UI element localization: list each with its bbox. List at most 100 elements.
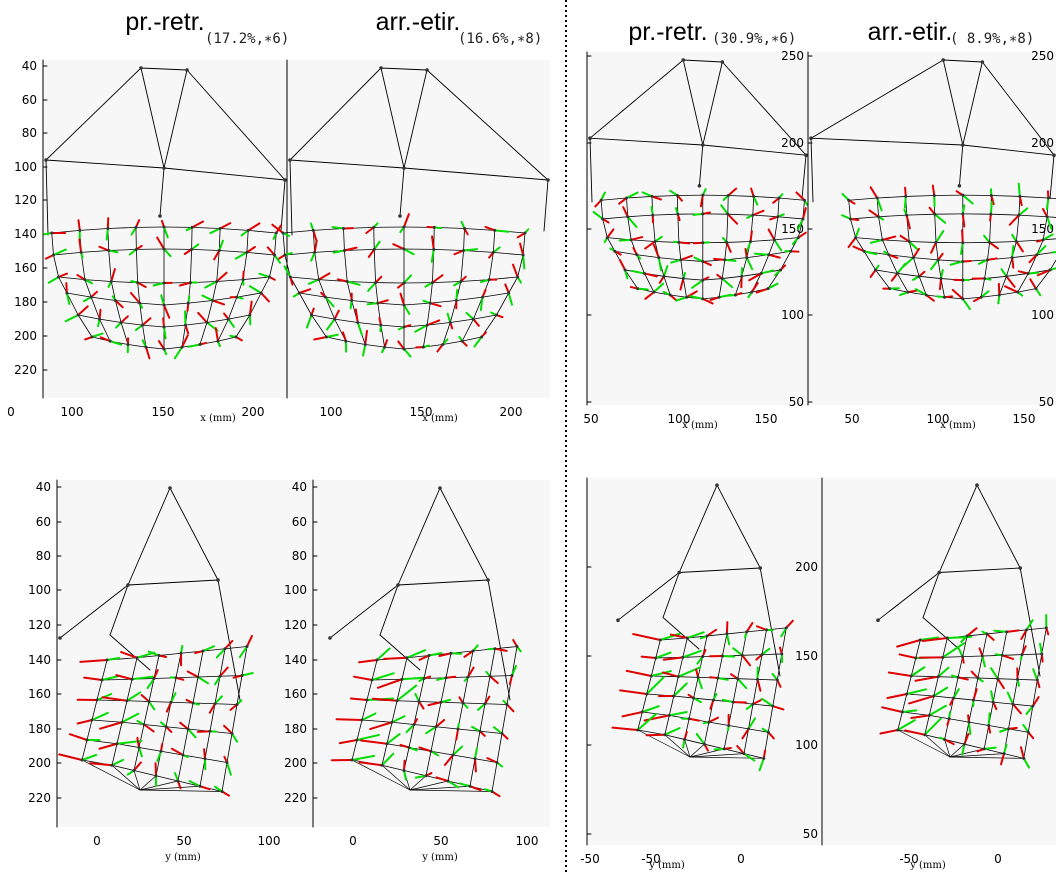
mesh-edge	[1017, 273, 1029, 293]
mesh-edge	[381, 743, 388, 766]
mesh-edge	[589, 59, 684, 139]
displacement-vector	[170, 747, 184, 756]
displacement-vector	[179, 721, 189, 730]
landmark-point	[375, 658, 379, 662]
landmark-point	[432, 225, 436, 229]
mesh-edge	[397, 579, 489, 586]
mesh-edge	[962, 144, 1055, 156]
landmark-point	[162, 281, 166, 285]
mesh-edge	[108, 250, 112, 282]
displacement-vector	[1005, 629, 1020, 633]
landmark-point	[429, 749, 433, 753]
displacement-vector	[474, 747, 478, 760]
displacement-vector	[1035, 245, 1047, 256]
landmark-point	[747, 727, 750, 731]
landmark-point	[51, 253, 55, 257]
panel-title: pr.-retr.	[125, 8, 204, 36]
landmark-point	[722, 747, 726, 751]
mesh-edge	[1008, 703, 1014, 730]
mesh-edge	[680, 259, 704, 262]
displacement-vector	[663, 727, 681, 736]
landmark-point	[478, 729, 482, 733]
mesh-edge	[311, 314, 336, 320]
landmark-point	[162, 347, 166, 351]
displacement-vector	[58, 753, 83, 761]
landmark-point	[58, 636, 62, 640]
displacement-vector	[519, 242, 525, 256]
mesh-edge	[781, 627, 787, 655]
displacement-vector	[312, 229, 318, 243]
y-tick-label: 100	[14, 160, 37, 174]
displacement-vector	[990, 667, 999, 680]
displacement-vector	[619, 259, 627, 271]
landmark-point	[218, 227, 222, 230]
landmark-point	[493, 647, 497, 651]
displacement-vector	[98, 308, 102, 321]
mesh-edge	[1027, 254, 1038, 274]
mesh-edge	[66, 292, 92, 298]
displacement-vector	[697, 676, 703, 690]
mesh-edge	[721, 259, 726, 279]
landmark-point	[623, 268, 627, 272]
displacement-vector	[147, 650, 160, 657]
displacement-vector	[987, 712, 991, 727]
mesh-edge	[962, 296, 982, 300]
displacement-vector	[961, 194, 974, 205]
landmark-point	[933, 212, 937, 216]
mesh-edge	[752, 703, 774, 707]
mesh-edge	[636, 254, 645, 274]
mesh-edge	[810, 59, 944, 139]
mesh-edge	[139, 785, 201, 791]
x-tick-label: -50	[580, 852, 600, 866]
landmark-point	[887, 253, 891, 257]
landmark-point	[936, 675, 940, 679]
displacement-vector	[214, 327, 219, 343]
mesh-edge	[99, 318, 122, 323]
displacement-vector	[619, 689, 648, 695]
displacement-vector	[214, 695, 223, 705]
mesh-edge	[1015, 214, 1020, 242]
displacement-vector	[618, 197, 628, 205]
displacement-vector	[179, 281, 192, 287]
landmark-point	[681, 277, 685, 281]
landmark-point	[613, 249, 617, 253]
mesh-edge	[966, 633, 988, 637]
mesh-edge	[937, 259, 964, 262]
mesh-edge	[433, 248, 464, 251]
displacement-vector	[797, 217, 804, 230]
landmark-point	[651, 213, 655, 217]
displacement-vector	[376, 678, 403, 689]
displacement-vector	[621, 711, 644, 718]
mesh-edge	[111, 743, 118, 766]
y-tick-label: 250	[1031, 49, 1054, 63]
mesh-edge	[1042, 238, 1056, 241]
mesh-edge	[882, 239, 910, 242]
displacement-vector	[896, 719, 916, 731]
mesh-edge	[997, 654, 1003, 680]
mesh-edge	[724, 242, 728, 261]
mesh-edge	[396, 700, 420, 702]
displacement-vector	[231, 732, 239, 743]
landmark-point	[877, 215, 881, 219]
landmark-point	[1018, 194, 1022, 198]
displacement-vector	[745, 240, 752, 255]
mesh-edge	[689, 743, 705, 758]
landmark-point	[132, 769, 136, 772]
mesh-edge	[1017, 288, 1037, 293]
landmark-point	[1046, 196, 1050, 200]
mesh-edge	[467, 650, 474, 678]
displacement-vector	[522, 254, 526, 270]
mesh-edge	[163, 324, 186, 328]
landmark-point	[667, 713, 671, 717]
mesh-edge	[90, 296, 116, 301]
panel-stat: (17.2%,∗6)	[205, 31, 289, 47]
landmark-point	[679, 258, 683, 262]
landmark-point	[105, 658, 109, 662]
mesh-edge	[1027, 705, 1034, 733]
displacement-vector	[606, 228, 615, 239]
mesh-edge	[992, 678, 999, 703]
y-tick-label: 50	[1039, 395, 1054, 409]
mesh-edge	[138, 724, 145, 748]
mesh-edge	[429, 282, 433, 304]
displacement-vector	[186, 670, 199, 678]
